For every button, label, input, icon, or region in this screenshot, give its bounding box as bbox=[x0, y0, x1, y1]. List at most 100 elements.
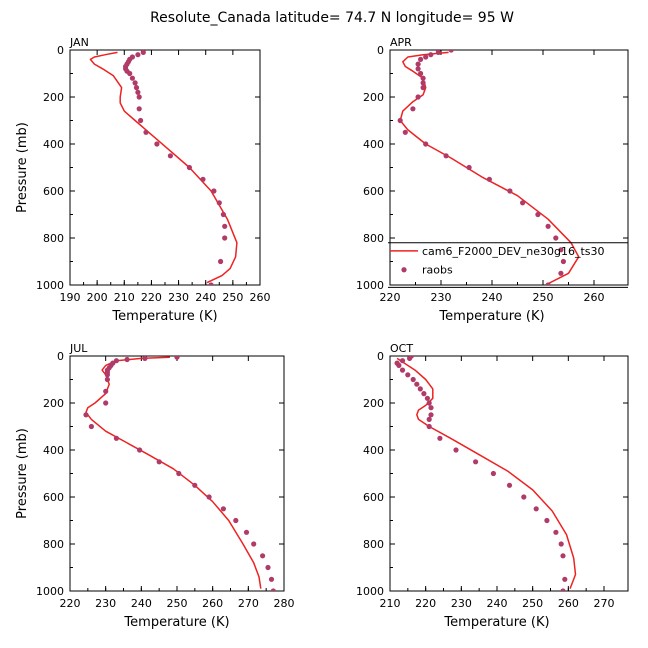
plot-frame bbox=[69, 49, 261, 286]
plot-area bbox=[394, 356, 577, 591]
raobs-point bbox=[423, 141, 429, 147]
panel-apr: APR 220 230 240 250 260 0 200 400 600 800 1000 Tempe… bbox=[356, 36, 629, 324]
x-axis-title: Temperature (K) bbox=[443, 615, 549, 630]
raobs-point bbox=[535, 211, 541, 218]
raobs-point bbox=[428, 52, 434, 58]
plot-frame bbox=[389, 355, 629, 592]
raobs-point bbox=[220, 506, 226, 512]
x-tick-label: 210 bbox=[114, 291, 135, 304]
x-tick-label: 250 bbox=[533, 291, 554, 304]
x-tick-label: 220 bbox=[141, 291, 162, 304]
x-tick-label: 270 bbox=[594, 597, 615, 610]
raobs-point bbox=[243, 529, 250, 535]
y-tick-label: 1000 bbox=[36, 279, 64, 292]
x-tick-label: 200 bbox=[87, 291, 108, 304]
raobs-point bbox=[129, 75, 135, 81]
panel-jan: JAN 190 200 210 220 230 240 250 260 0 200 400 600 800… bbox=[15, 36, 271, 324]
model-line bbox=[396, 357, 577, 589]
raobs-point bbox=[132, 80, 138, 86]
raobs-point bbox=[426, 400, 432, 406]
raobs-point bbox=[423, 54, 429, 60]
figure-title: Resolute_Canada latitude= 74.7 N longitu… bbox=[150, 10, 514, 26]
y-tick-label: 600 bbox=[363, 491, 384, 504]
raobs-point bbox=[428, 412, 434, 418]
x-tick-label: 190 bbox=[60, 291, 81, 304]
y-tick-label: 400 bbox=[363, 138, 384, 151]
raobs-point bbox=[176, 470, 182, 477]
panel-label: OCT bbox=[390, 342, 413, 355]
raobs-point bbox=[192, 482, 198, 488]
raobs-point bbox=[143, 129, 149, 135]
raobs-point bbox=[558, 541, 564, 547]
raobs-point bbox=[133, 85, 140, 91]
raobs-point bbox=[521, 494, 527, 500]
y-tick-label: 800 bbox=[43, 232, 64, 245]
plot-area bbox=[397, 50, 580, 285]
x-tick-label: 230 bbox=[168, 291, 189, 304]
y-tick-label: 200 bbox=[363, 91, 384, 104]
raobs-point bbox=[420, 80, 426, 86]
raobs-point bbox=[443, 153, 449, 159]
raobs-point bbox=[418, 70, 424, 77]
x-tick-label: 240 bbox=[131, 597, 152, 610]
raobs-point bbox=[448, 50, 454, 53]
x-axis-title: Temperature (K) bbox=[438, 309, 544, 324]
y-tick-label: 600 bbox=[43, 491, 64, 504]
y-tick-label: 200 bbox=[363, 397, 384, 410]
x-tick-label: 260 bbox=[202, 597, 223, 610]
raobs-point bbox=[167, 153, 173, 159]
raobs-point bbox=[473, 459, 479, 465]
raobs-point bbox=[233, 517, 239, 524]
y-tick-label: 800 bbox=[363, 538, 384, 551]
raobs-point bbox=[420, 85, 426, 91]
y-tick-label: 0 bbox=[57, 350, 64, 363]
model-line bbox=[399, 51, 580, 285]
raobs-point bbox=[103, 388, 109, 394]
raobs-point bbox=[415, 94, 421, 100]
raobs-point bbox=[218, 258, 224, 265]
raobs-point bbox=[405, 372, 411, 378]
raobs-point bbox=[399, 358, 406, 364]
raobs-point bbox=[558, 270, 564, 276]
raobs-point bbox=[417, 386, 423, 392]
raobs-point bbox=[103, 400, 109, 406]
plot-area bbox=[89, 50, 238, 285]
raobs-point bbox=[216, 200, 222, 206]
raobs-point bbox=[553, 529, 559, 535]
raobs-point bbox=[421, 391, 427, 397]
raobs-point bbox=[545, 223, 551, 229]
raobs-point bbox=[265, 564, 271, 571]
raobs-point bbox=[156, 459, 162, 465]
raobs-point bbox=[135, 89, 141, 95]
y-tick-label: 400 bbox=[363, 444, 384, 457]
x-axis-title: Temperature (K) bbox=[123, 615, 229, 630]
y-tick-label: 600 bbox=[363, 185, 384, 198]
x-tick-label: 240 bbox=[487, 597, 508, 610]
raobs-point bbox=[415, 66, 421, 72]
raobs-point bbox=[562, 576, 568, 582]
x-tick-label: 250 bbox=[522, 597, 543, 610]
raobs-point bbox=[83, 412, 89, 418]
raobs-point bbox=[418, 56, 424, 63]
x-tick-label: 230 bbox=[431, 291, 452, 304]
raobs-point bbox=[506, 482, 513, 488]
y-tick-label: 200 bbox=[43, 397, 64, 410]
raobs-point bbox=[426, 423, 432, 430]
raobs-point bbox=[407, 356, 413, 361]
raobs-point bbox=[545, 282, 551, 285]
x-tick-label: 240 bbox=[195, 291, 216, 304]
raobs-point bbox=[402, 129, 408, 135]
y-tick-label: 1000 bbox=[36, 585, 64, 598]
panel-label: APR bbox=[390, 36, 412, 49]
raobs-point bbox=[124, 356, 130, 363]
raobs-point bbox=[113, 435, 119, 441]
raobs-point bbox=[396, 362, 402, 368]
raobs-point bbox=[154, 141, 160, 147]
raobs-point bbox=[222, 223, 228, 229]
panel-oct: OCT 210 220 230 240 250 260 270 0 200 400 600 800 100… bbox=[356, 342, 629, 630]
x-tick-label: 210 bbox=[380, 597, 401, 610]
x-tick-label: 230 bbox=[95, 597, 116, 610]
raobs-point bbox=[186, 164, 192, 171]
raobs-point bbox=[410, 376, 416, 383]
